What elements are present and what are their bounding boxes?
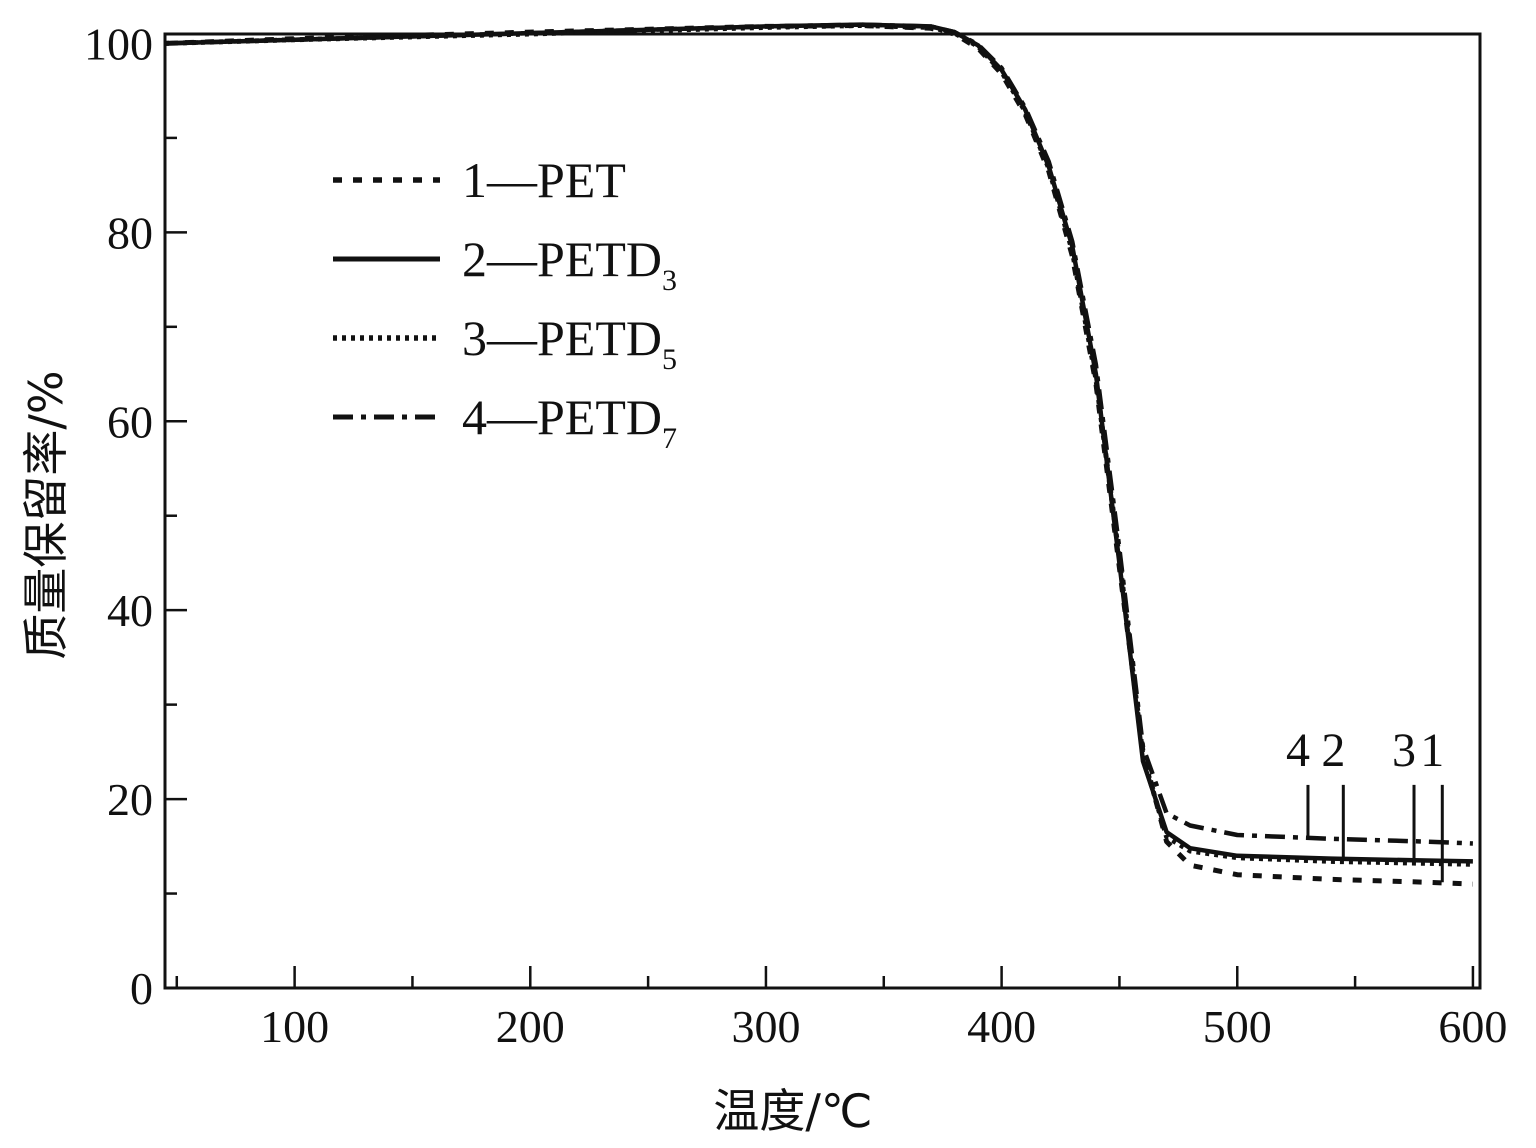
x-tick-label: 200 bbox=[496, 1001, 565, 1052]
curve-label: 3 bbox=[1392, 724, 1416, 777]
y-axis-title: 质量保留率/% bbox=[19, 370, 73, 659]
curve-label: 1 bbox=[1420, 724, 1444, 777]
ticks: 100 200 300 400 500 600 0 20 40 60 80 100 bbox=[84, 18, 1507, 1052]
legend-label-4: 4—PETD7 bbox=[462, 389, 677, 455]
series-line-3 bbox=[164, 23, 1473, 867]
x-tick-label: 100 bbox=[260, 1001, 329, 1052]
legend-subscript: 5 bbox=[662, 343, 677, 376]
curve-label: 2 bbox=[1321, 724, 1345, 777]
series-line-4 bbox=[164, 22, 1473, 846]
y-tick-label: 40 bbox=[107, 585, 153, 636]
series-line-1 bbox=[164, 23, 1474, 887]
axes bbox=[163, 32, 1482, 990]
legend-subscript: 7 bbox=[662, 422, 677, 455]
legend: 1—PET 2—PETD3 3—PETD5 4—PETD7 bbox=[333, 152, 677, 455]
legend-subscript: 3 bbox=[662, 264, 677, 297]
y-tick-label: 80 bbox=[107, 207, 153, 258]
x-tick-label: 500 bbox=[1203, 1001, 1272, 1052]
x-tick-label: 300 bbox=[731, 1001, 800, 1052]
y-tick-label: 100 bbox=[84, 18, 153, 69]
y-tick-label: 20 bbox=[107, 774, 153, 825]
legend-label-2: 2—PETD3 bbox=[462, 231, 677, 297]
y-tick-label: 60 bbox=[107, 396, 153, 447]
y-tick-label: 0 bbox=[130, 963, 153, 1014]
legend-label-1: 1—PET bbox=[462, 152, 626, 208]
x-tick-label: 600 bbox=[1438, 1001, 1507, 1052]
series-layer bbox=[164, 22, 1474, 887]
curve-label: 4 bbox=[1286, 724, 1310, 777]
x-axis-title: 温度/℃ bbox=[713, 1084, 872, 1138]
x-tick-label: 400 bbox=[967, 1001, 1036, 1052]
plot-frame bbox=[163, 32, 1482, 990]
series-line-2 bbox=[164, 22, 1473, 864]
legend-label-3: 3—PETD5 bbox=[462, 310, 677, 376]
